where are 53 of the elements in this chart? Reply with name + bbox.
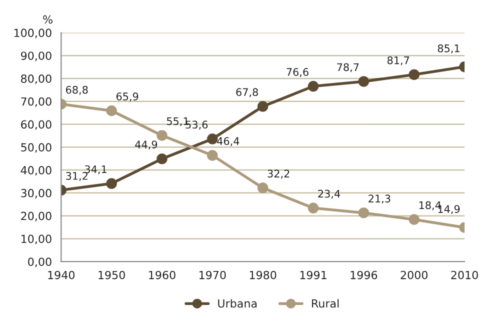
point	[156, 130, 168, 141]
x-tick-label: 1980	[250, 270, 276, 280]
x-tick-label: 1950	[98, 270, 125, 280]
data-label: 18,4	[419, 201, 441, 210]
point	[106, 178, 117, 189]
y-tick-label: 60,00	[21, 120, 52, 130]
legend-label: Urbana	[218, 299, 257, 308]
y-tick-label: 80,00	[21, 74, 52, 84]
x-tick-label: 2000	[400, 270, 428, 280]
data-label: 85,1	[438, 44, 460, 54]
data-label: 44,9	[135, 140, 158, 150]
y-tick-label: 90,00	[20, 52, 52, 62]
point	[358, 207, 370, 218]
x-tick-label: 2010	[451, 270, 478, 280]
point	[308, 80, 319, 92]
point	[207, 150, 218, 161]
x-tick-label: 1960	[149, 270, 176, 280]
data-label: 65,9	[116, 92, 138, 102]
y-tick-label: 40,00	[20, 166, 52, 176]
point	[308, 202, 319, 214]
data-label: 46,4	[217, 137, 240, 146]
point	[408, 214, 420, 225]
point	[156, 153, 168, 164]
y-tick-label: 0,00	[28, 258, 52, 268]
data-label: 76,6	[286, 68, 308, 77]
point	[207, 134, 218, 144]
y-tick-label: 100,00	[14, 28, 52, 38]
data-label: 23,4	[318, 190, 340, 199]
point	[358, 76, 370, 87]
data-label: 78,7	[337, 63, 359, 72]
point	[106, 105, 117, 116]
data-label: 21,3	[368, 194, 390, 204]
x-tick-label: 1940	[48, 270, 75, 280]
y-tick-label: 20,00	[21, 212, 52, 222]
data-label: 67,8	[236, 88, 258, 98]
x-tick-label: 1970	[199, 270, 226, 280]
y-tick-label: 30,00	[21, 188, 52, 198]
point	[257, 101, 268, 112]
y-tick-label: 10,00	[22, 234, 52, 244]
y-tick-label: 50,00	[21, 143, 52, 153]
x-tick-label: 1996	[350, 270, 378, 280]
legend-label: Rural	[312, 299, 339, 308]
y-axis-title: %	[43, 15, 52, 24]
data-label: 31,2	[66, 172, 88, 181]
x-tick-label: 1991	[300, 270, 326, 280]
data-label: 14,9	[438, 205, 460, 214]
data-label: 81,7	[387, 56, 410, 66]
y-tick-label: 70,00	[21, 97, 52, 107]
data-label: 68,8	[66, 86, 88, 95]
point	[408, 69, 420, 80]
point	[257, 182, 268, 194]
data-label: 34,1	[84, 165, 106, 174]
data-label: 32,2	[268, 170, 290, 179]
